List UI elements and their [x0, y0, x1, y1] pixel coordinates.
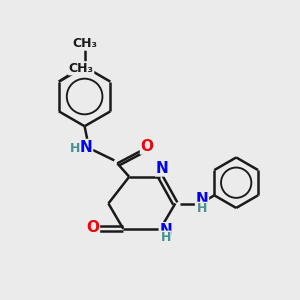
Text: O: O [140, 139, 154, 154]
Text: H: H [70, 142, 80, 155]
Text: CH₃: CH₃ [69, 62, 94, 75]
Text: N: N [80, 140, 92, 154]
Text: O: O [86, 220, 99, 235]
Text: N: N [155, 161, 168, 176]
Text: H: H [160, 231, 171, 244]
Text: N: N [159, 223, 172, 238]
Text: N: N [196, 191, 208, 206]
Text: H: H [197, 202, 207, 215]
Text: CH₃: CH₃ [72, 37, 97, 50]
